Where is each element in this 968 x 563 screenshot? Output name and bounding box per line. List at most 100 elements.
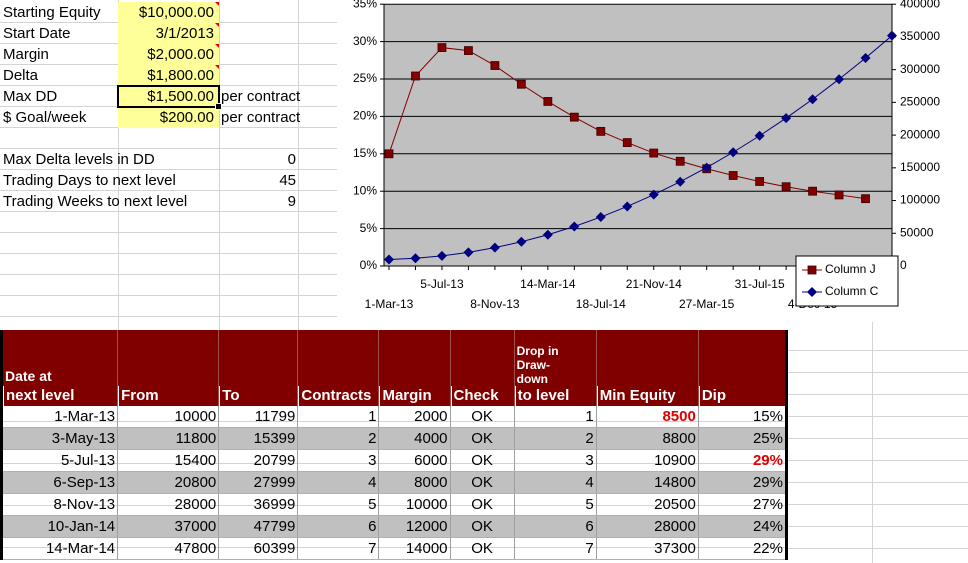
point	[701, 162, 712, 173]
table-cell[interactable]: 27%	[698, 493, 788, 516]
table-cell[interactable]: 10900	[596, 449, 699, 472]
table-cell[interactable]: 1	[514, 406, 597, 428]
parameter-label[interactable]: $ Goal/week	[3, 109, 87, 126]
table-cell[interactable]: OK	[450, 449, 515, 472]
table-cell[interactable]: 37000	[117, 515, 220, 538]
table-cell[interactable]: 4	[514, 471, 597, 494]
parameter-value[interactable]: $200.00	[118, 107, 219, 128]
table-cell[interactable]: 10000	[378, 493, 451, 516]
table-cell[interactable]: OK	[450, 427, 515, 450]
parameter-value[interactable]: $1,800.00	[118, 65, 219, 86]
table-cell[interactable]: 20800	[117, 471, 220, 494]
parameter-note[interactable]: per contract	[221, 109, 301, 126]
header-text: Check	[450, 386, 512, 406]
table-cell[interactable]: 20500	[596, 493, 699, 516]
table-cell[interactable]: 20799	[218, 449, 299, 472]
fill-handle[interactable]	[215, 103, 222, 110]
table-cell[interactable]: 3	[297, 449, 380, 472]
table-cell[interactable]: 6	[514, 515, 597, 538]
parameter-value[interactable]: $10,000.00	[118, 2, 219, 23]
table-cell[interactable]: 14800	[596, 471, 699, 494]
table-cell[interactable]: 8800	[596, 427, 699, 450]
header-cell[interactable]: To	[218, 330, 299, 406]
level-label[interactable]: Max Delta levels in DD	[3, 151, 155, 168]
parameter-label[interactable]: Starting Equity	[3, 4, 101, 21]
table-cell[interactable]: 3	[514, 449, 597, 472]
table-cell[interactable]: 6	[297, 515, 380, 538]
table-cell[interactable]: 60399	[218, 537, 299, 560]
table-cell[interactable]: 5	[297, 493, 380, 516]
header-cell[interactable]: Min Equity	[596, 330, 699, 406]
table-cell[interactable]: 5-Jul-13	[1, 449, 119, 472]
level-value[interactable]: 9	[287, 193, 296, 210]
table-cell[interactable]: 5	[514, 493, 597, 516]
table-cell[interactable]: 7	[514, 537, 597, 560]
level-value[interactable]: 45	[279, 172, 296, 189]
table-cell[interactable]: 11799	[218, 406, 299, 428]
table-cell[interactable]: 2	[297, 427, 380, 450]
table-cell[interactable]: 15399	[218, 427, 299, 450]
parameter-value[interactable]: $1,500.00	[118, 86, 219, 107]
header-cell[interactable]: Date at next level	[1, 330, 119, 406]
table-cell[interactable]: 27999	[218, 471, 299, 494]
table-cell[interactable]: 28000	[117, 493, 220, 516]
level-label[interactable]: Trading Weeks to next level	[3, 193, 188, 210]
level-value[interactable]: 0	[287, 151, 296, 168]
table-cell[interactable]: 12000	[378, 515, 451, 538]
table-cell[interactable]: 4000	[378, 427, 451, 450]
table-cell[interactable]: 28000	[596, 515, 699, 538]
table-cell[interactable]: OK	[450, 493, 515, 516]
table-cell[interactable]: 14000	[378, 537, 451, 560]
parameter-value[interactable]: $2,000.00	[118, 44, 219, 65]
header-cell[interactable]: Dip	[698, 330, 788, 406]
table-cell[interactable]: 47800	[117, 537, 220, 560]
table-cell[interactable]: 2000	[378, 406, 451, 428]
table-cell[interactable]: 1	[297, 406, 380, 428]
table-cell[interactable]: 15%	[698, 406, 788, 428]
table-cell[interactable]: 8500	[596, 406, 699, 428]
header-cell[interactable]: Check	[450, 330, 515, 406]
table-cell[interactable]: OK	[450, 515, 515, 538]
point	[542, 229, 553, 240]
level-label[interactable]: Trading Days to next level	[3, 172, 176, 189]
table-cell[interactable]: 29%	[698, 449, 788, 472]
table-cell[interactable]: 37300	[596, 537, 699, 560]
header-text: Drop in	[516, 344, 559, 358]
table-cell[interactable]: OK	[450, 406, 515, 428]
table-cell[interactable]: 15400	[117, 449, 220, 472]
parameter-label[interactable]: Start Date	[3, 25, 71, 42]
parameter-value[interactable]: 3/1/2013	[118, 23, 219, 44]
chart[interactable]: 0% 5% 10% 15% 20% 25% 30% 35% 0 50000 100000 150000…	[337, 0, 968, 322]
parameter-label[interactable]: Margin	[3, 46, 49, 63]
table-cell[interactable]: 47799	[218, 515, 299, 538]
table-cell[interactable]: 4	[297, 471, 380, 494]
parameter-note[interactable]: per contract	[221, 88, 301, 105]
table-cell[interactable]: 1-Mar-13	[1, 406, 119, 428]
point	[861, 194, 870, 204]
table-cell[interactable]: 8-Nov-13	[1, 493, 119, 516]
table-cell[interactable]: 29%	[698, 471, 788, 494]
table-cell[interactable]: 14-Mar-14	[1, 537, 119, 560]
header-cell[interactable]: Contracts	[297, 330, 380, 406]
table-cell[interactable]: 24%	[698, 515, 788, 538]
table-cell[interactable]: 10000	[117, 406, 220, 428]
header-cell[interactable]: From	[117, 330, 220, 406]
table-cell[interactable]: 7	[297, 537, 380, 560]
sheet-grid	[786, 322, 968, 563]
header-cell[interactable]: Drop in Draw-down to level	[514, 330, 597, 406]
parameter-label[interactable]: Max DD	[3, 88, 58, 105]
table-cell[interactable]: 6000	[378, 449, 451, 472]
table-cell[interactable]: 25%	[698, 427, 788, 450]
table-cell[interactable]: OK	[450, 471, 515, 494]
table-cell[interactable]: 8000	[378, 471, 451, 494]
table-cell[interactable]: 2	[514, 427, 597, 450]
table-cell[interactable]: 36999	[218, 493, 299, 516]
parameter-label[interactable]: Delta	[3, 67, 39, 84]
table-cell[interactable]: 10-Jan-14	[1, 515, 119, 538]
table-cell[interactable]: OK	[450, 537, 515, 560]
header-cell[interactable]: Margin	[378, 330, 451, 406]
table-cell[interactable]: 6-Sep-13	[1, 471, 119, 494]
table-cell[interactable]: 11800	[117, 427, 220, 450]
table-cell[interactable]: 22%	[698, 537, 788, 560]
table-cell[interactable]: 3-May-13	[1, 427, 119, 450]
